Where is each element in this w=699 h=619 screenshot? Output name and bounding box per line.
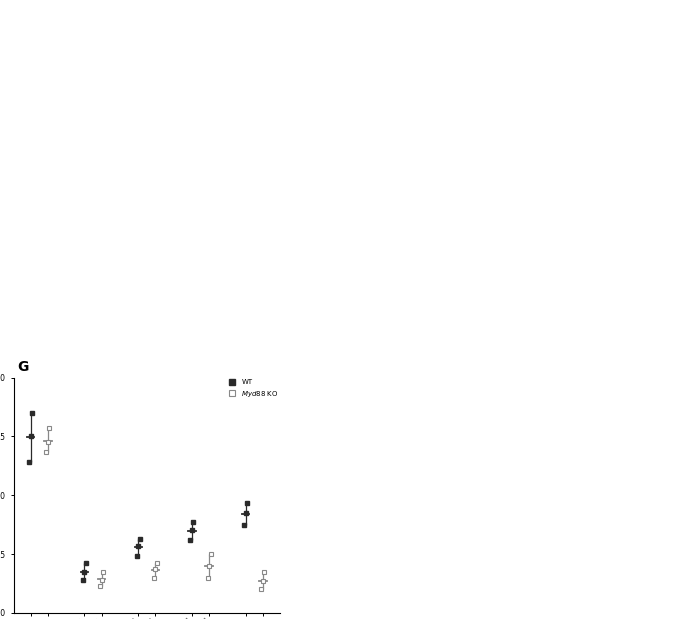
Text: G: G xyxy=(17,360,29,374)
Legend: WT, $\it{Myd88}$ KO: WT, $\it{Myd88}$ KO xyxy=(222,376,282,401)
